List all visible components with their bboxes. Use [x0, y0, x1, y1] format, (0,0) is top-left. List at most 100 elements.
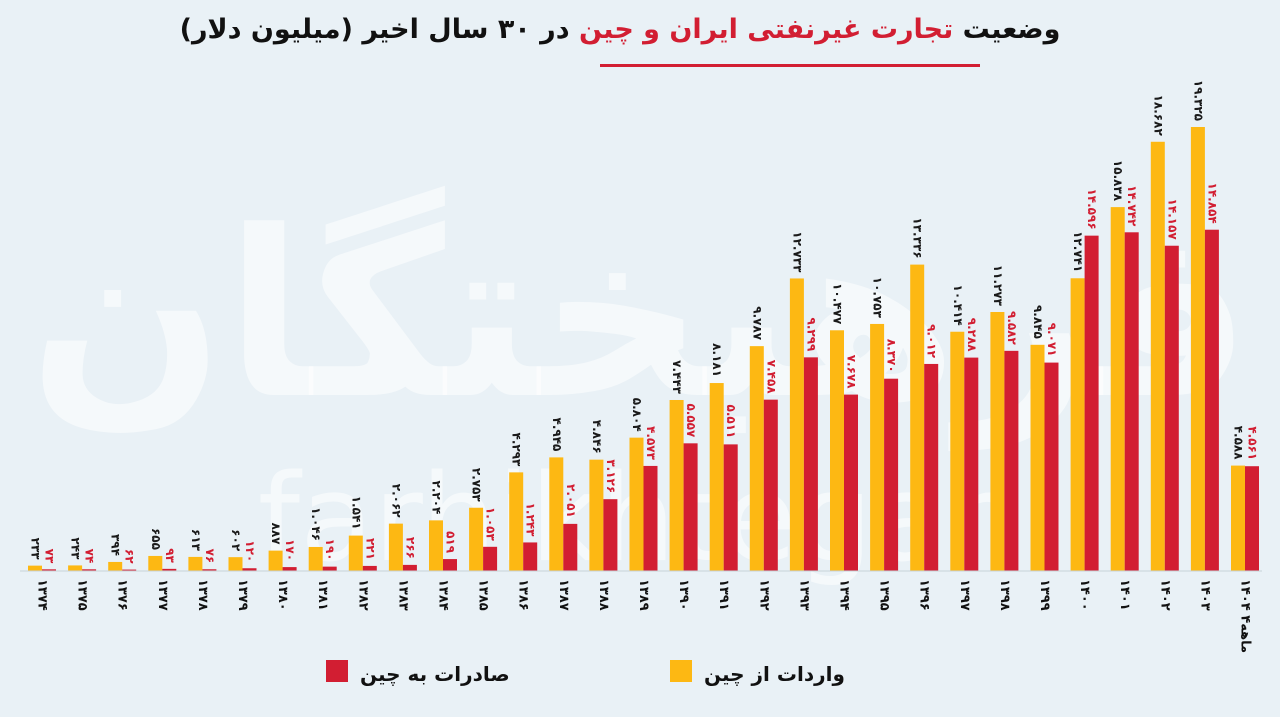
bar-imports: [870, 323, 885, 571]
data-label-exports: ۱۴.۷۴۲: [1125, 185, 1139, 227]
bar-imports: [789, 278, 804, 571]
data-label-exports: ۶۲: [123, 549, 137, 564]
data-label-imports: ۶۰۲: [229, 529, 243, 552]
bar-exports: [1004, 350, 1019, 571]
data-label-imports: ۸۸۷: [269, 523, 283, 546]
x-tick-label: ۱۳۸۹: [636, 579, 651, 611]
data-label-exports: ۷.۶۷۸: [845, 355, 859, 390]
data-label-imports: ۱۰.۴۷۷: [831, 283, 845, 325]
bar-imports: [629, 437, 644, 571]
x-tick-label: ۱۴۰۴ ۴ماهه: [1238, 579, 1253, 653]
x-tick-label: ۱۳۸۴: [436, 579, 451, 611]
x-tick-label: ۱۳۸۰: [275, 579, 290, 611]
data-label-exports: ۹.۵۸۲: [1005, 311, 1019, 346]
bar-imports: [228, 557, 243, 571]
data-label-imports: ۷.۴۴۳: [670, 360, 684, 395]
bar-exports: [82, 569, 97, 571]
title-underline: [600, 64, 980, 67]
bar-exports: [763, 399, 778, 571]
bar-exports: [964, 357, 979, 571]
bar-imports: [509, 472, 524, 571]
bar-imports: [28, 565, 42, 571]
bar-imports: [1070, 278, 1085, 571]
x-tick-label: ۱۳۹۴: [837, 579, 852, 611]
bar-imports: [388, 523, 403, 571]
x-tick-label: ۱۳۸۸: [596, 579, 611, 611]
legend-swatch-imports: [670, 660, 692, 682]
bar-exports: [1164, 245, 1179, 571]
bar-exports: [42, 569, 56, 571]
data-label-imports: ۶۵۵: [149, 528, 163, 550]
x-tick-label: ۱۳۸۶: [516, 579, 531, 611]
x-tick-label: ۱۳۷۶: [115, 579, 130, 611]
x-tick-label: ۱۳۹۳: [796, 579, 811, 611]
x-tick-label: ۱۳۹۱: [716, 579, 731, 611]
data-label-exports: ۳.۱۲۶: [604, 459, 618, 493]
data-label-imports: ۱۳.۳۳۶: [911, 217, 925, 258]
bar-exports: [1204, 229, 1219, 572]
bar-exports: [443, 559, 457, 571]
data-label-imports: ۴.۸۴۶: [590, 420, 604, 454]
data-label-imports: ۲.۷۵۳: [470, 468, 484, 503]
x-tick-label: ۱۳۷۴: [35, 579, 50, 611]
bar-exports: [523, 542, 538, 571]
data-label-exports: ۴.۵۷۳: [644, 426, 658, 461]
x-tick-label: ۱۳۸۵: [476, 579, 491, 611]
bar-imports: [669, 399, 684, 571]
data-label-exports: ۱۴.۵۹۶: [1085, 188, 1099, 229]
x-tick-label: ۱۳۹۷: [957, 579, 972, 611]
data-label-exports: ۲.۰۵۱: [564, 484, 578, 518]
data-label-imports: ۱۹.۳۲۵: [1191, 80, 1205, 121]
x-tick-label: ۱۳۹۰: [676, 579, 691, 611]
bar-exports: [242, 568, 257, 571]
bar-exports: [282, 567, 297, 571]
bar-exports: [122, 569, 137, 571]
bar-imports: [749, 346, 764, 571]
bar-exports: [362, 565, 377, 571]
bar-exports: [162, 568, 177, 571]
data-label-exports: ۴.۵۶۱: [1246, 426, 1260, 460]
bar-imports: [1110, 207, 1125, 571]
x-tick-label: ۱۳۹۶: [917, 579, 932, 611]
data-label-imports: ۲۴۳: [69, 537, 83, 560]
bar-imports: [268, 550, 283, 571]
bar-imports: [469, 507, 484, 571]
data-label-exports: ۱۴.۸۵۴: [1205, 183, 1219, 224]
bar-imports: [1231, 465, 1245, 571]
x-tick-label: ۱۳۹۲: [756, 579, 771, 611]
bar-imports: [950, 331, 965, 571]
x-tick-label: ۱۳۹۹: [1037, 579, 1052, 611]
x-tick-label: ۱۳۹۵: [877, 579, 892, 611]
bar-imports: [1030, 344, 1045, 571]
data-label-exports: ۵.۵۱۱: [724, 405, 738, 439]
data-label-exports: ۱.۰۵۳: [484, 507, 498, 542]
bar-imports: [429, 520, 443, 571]
chart-title: وضعیت تجارت غیرنفتی ایران و چین در ۳۰ سا…: [120, 14, 1120, 45]
data-label-exports: ۹.۲۹۹: [804, 317, 818, 352]
data-label-imports: ۴.۲۹۳: [510, 433, 524, 468]
data-label-exports: ۸.۳۷۰: [885, 339, 899, 373]
bar-exports: [1245, 466, 1259, 571]
title-part1: وضعیت: [962, 14, 1061, 45]
bar-imports: [709, 383, 724, 571]
bar-imports: [1150, 141, 1165, 571]
data-label-exports: ۷۶: [203, 549, 217, 564]
bar-imports: [68, 565, 83, 571]
bar-exports: [683, 443, 698, 571]
data-label-imports: ۱۲.۷۳۳: [790, 231, 804, 273]
data-label-exports: ۵۱۹: [444, 531, 458, 554]
bar-imports: [1190, 127, 1205, 571]
data-label-imports: ۲۳۳: [29, 538, 43, 561]
bar-exports: [643, 465, 658, 571]
x-tick-label: ۱۳۹۸: [997, 579, 1012, 611]
bar-exports: [563, 523, 578, 571]
title-highlight: تجارت غیرنفتی ایران و چین: [579, 14, 954, 45]
data-label-exports: ۷۴: [83, 549, 97, 564]
data-label-imports: ۲.۲۰۴: [430, 481, 444, 515]
bar-imports: [589, 459, 604, 571]
x-tick-label: ۱۴۰۲: [1157, 579, 1172, 611]
data-label-exports: ۷۳: [43, 549, 57, 564]
x-tick-label: ۱۳۷۵: [75, 579, 90, 611]
x-tick-label: ۱۳۷۹: [235, 579, 250, 611]
